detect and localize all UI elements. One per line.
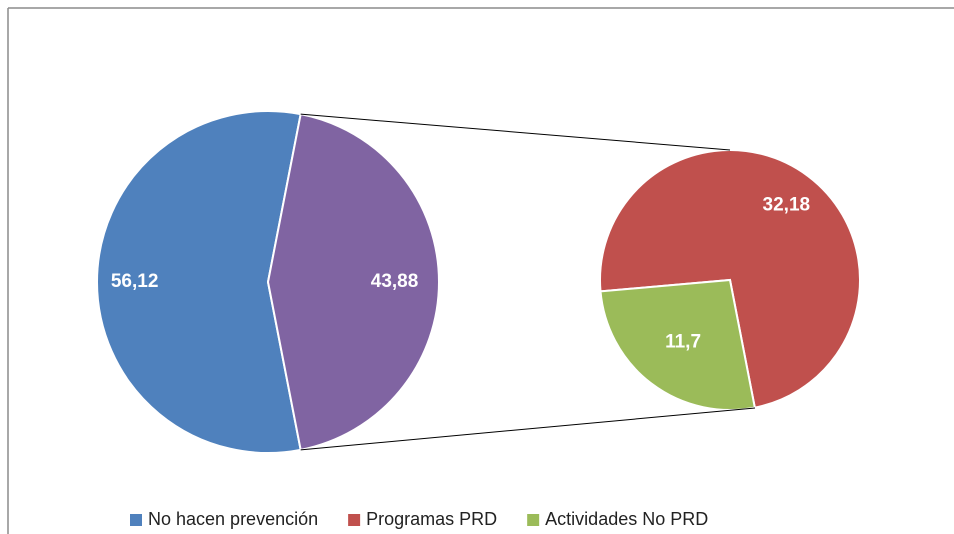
data-label: 11,7 (665, 331, 701, 352)
data-label: 32,18 (763, 194, 811, 215)
connector-line (300, 113, 731, 151)
legend-swatch (348, 514, 361, 526)
legend-label: No hacen prevención (148, 509, 318, 529)
pie-slice (266, 112, 440, 452)
legend-label: Programas PRD (366, 509, 497, 529)
legend-label: Actividades No PRD (545, 509, 708, 529)
pie-slice (95, 110, 302, 454)
data-label: 43,88 (371, 271, 419, 292)
legend-swatch (130, 514, 142, 526)
connector-line (300, 407, 756, 451)
legend-swatch (527, 514, 540, 526)
pie-slice (599, 149, 861, 409)
data-label: 56,12 (111, 271, 159, 292)
